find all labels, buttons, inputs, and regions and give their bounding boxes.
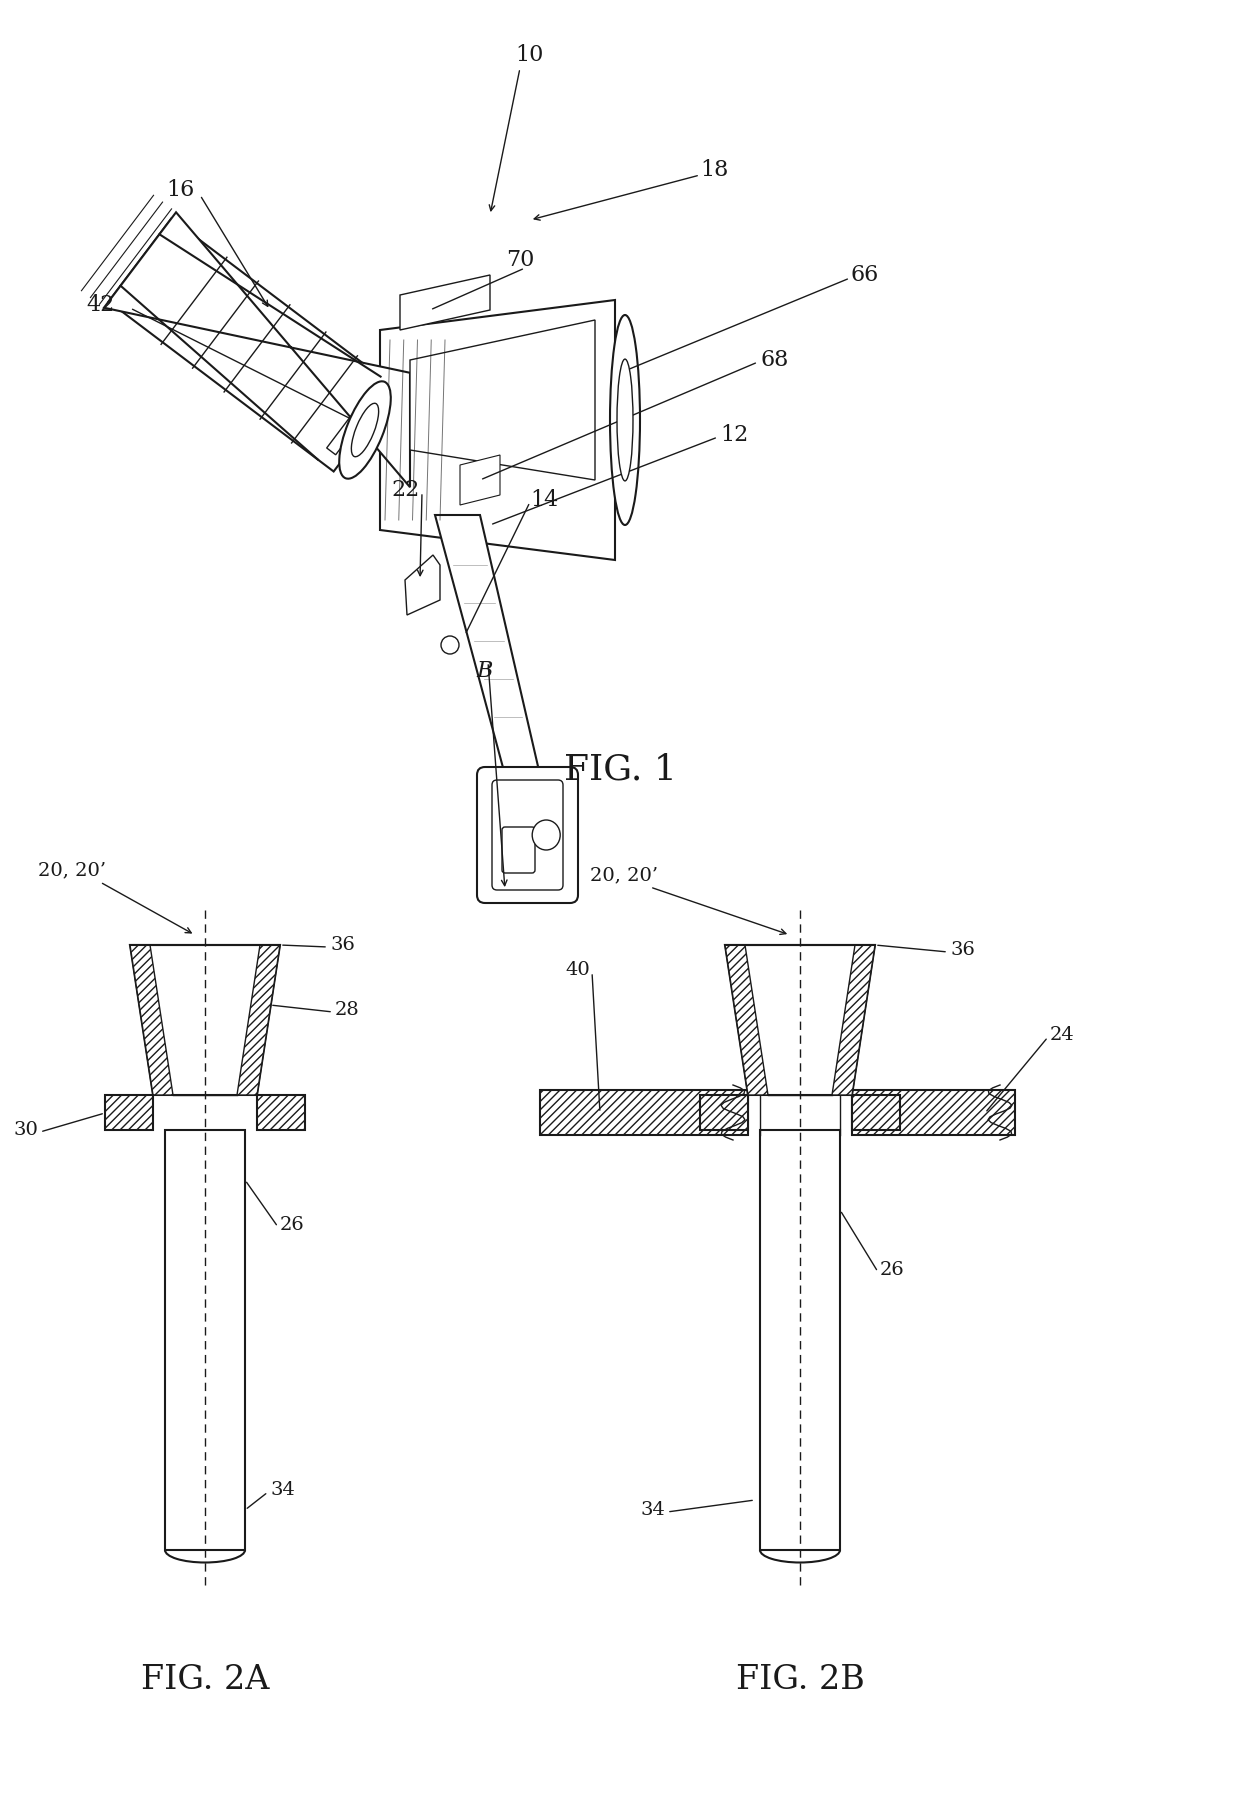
Ellipse shape <box>340 381 391 480</box>
Polygon shape <box>539 1090 748 1135</box>
Polygon shape <box>410 320 595 480</box>
Text: 22: 22 <box>392 480 420 501</box>
Polygon shape <box>326 388 381 454</box>
Polygon shape <box>401 275 490 330</box>
Polygon shape <box>257 1096 305 1130</box>
Text: 26: 26 <box>280 1216 305 1234</box>
Polygon shape <box>760 1130 839 1550</box>
Text: B: B <box>477 659 494 682</box>
Polygon shape <box>852 1096 900 1130</box>
Text: 66: 66 <box>849 264 878 286</box>
Text: 18: 18 <box>701 160 728 181</box>
Text: 34: 34 <box>270 1482 295 1500</box>
Text: FIG. 2A: FIG. 2A <box>141 1665 269 1695</box>
Ellipse shape <box>618 359 632 481</box>
Polygon shape <box>130 945 280 1096</box>
FancyBboxPatch shape <box>477 767 578 903</box>
Ellipse shape <box>610 314 640 524</box>
Text: 70: 70 <box>506 250 534 271</box>
Text: 40: 40 <box>565 961 590 979</box>
Text: FIG. 2B: FIG. 2B <box>735 1665 864 1695</box>
Text: FIG. 1: FIG. 1 <box>563 753 677 787</box>
Polygon shape <box>435 515 539 776</box>
Text: 10: 10 <box>516 43 544 66</box>
FancyBboxPatch shape <box>492 779 563 891</box>
Polygon shape <box>237 945 280 1096</box>
Text: 68: 68 <box>760 348 789 372</box>
Ellipse shape <box>441 636 459 654</box>
Polygon shape <box>852 1090 1016 1135</box>
Ellipse shape <box>532 821 560 850</box>
Text: 28: 28 <box>335 1000 360 1018</box>
Text: 30: 30 <box>14 1121 38 1139</box>
Text: 26: 26 <box>880 1261 905 1279</box>
Polygon shape <box>130 945 174 1096</box>
Polygon shape <box>701 1096 748 1130</box>
Text: 36: 36 <box>330 936 355 954</box>
Polygon shape <box>165 1130 246 1550</box>
Text: 12: 12 <box>720 424 748 445</box>
Text: 14: 14 <box>529 489 558 512</box>
Text: 16: 16 <box>166 180 195 201</box>
Polygon shape <box>832 945 875 1096</box>
Polygon shape <box>105 1096 153 1130</box>
Bar <box>760 1090 839 1135</box>
Text: 34: 34 <box>640 1501 665 1519</box>
Text: 42: 42 <box>87 295 115 316</box>
Ellipse shape <box>351 404 378 456</box>
Text: 20, 20’: 20, 20’ <box>590 866 658 884</box>
Text: 36: 36 <box>950 941 975 959</box>
FancyBboxPatch shape <box>502 826 534 873</box>
Polygon shape <box>104 212 410 487</box>
Text: 20, 20’: 20, 20’ <box>38 860 107 878</box>
Polygon shape <box>725 945 768 1096</box>
Polygon shape <box>405 555 440 614</box>
Polygon shape <box>725 945 875 1096</box>
Polygon shape <box>109 219 397 472</box>
Polygon shape <box>379 300 615 560</box>
Polygon shape <box>460 454 500 505</box>
Text: 24: 24 <box>1050 1026 1075 1043</box>
